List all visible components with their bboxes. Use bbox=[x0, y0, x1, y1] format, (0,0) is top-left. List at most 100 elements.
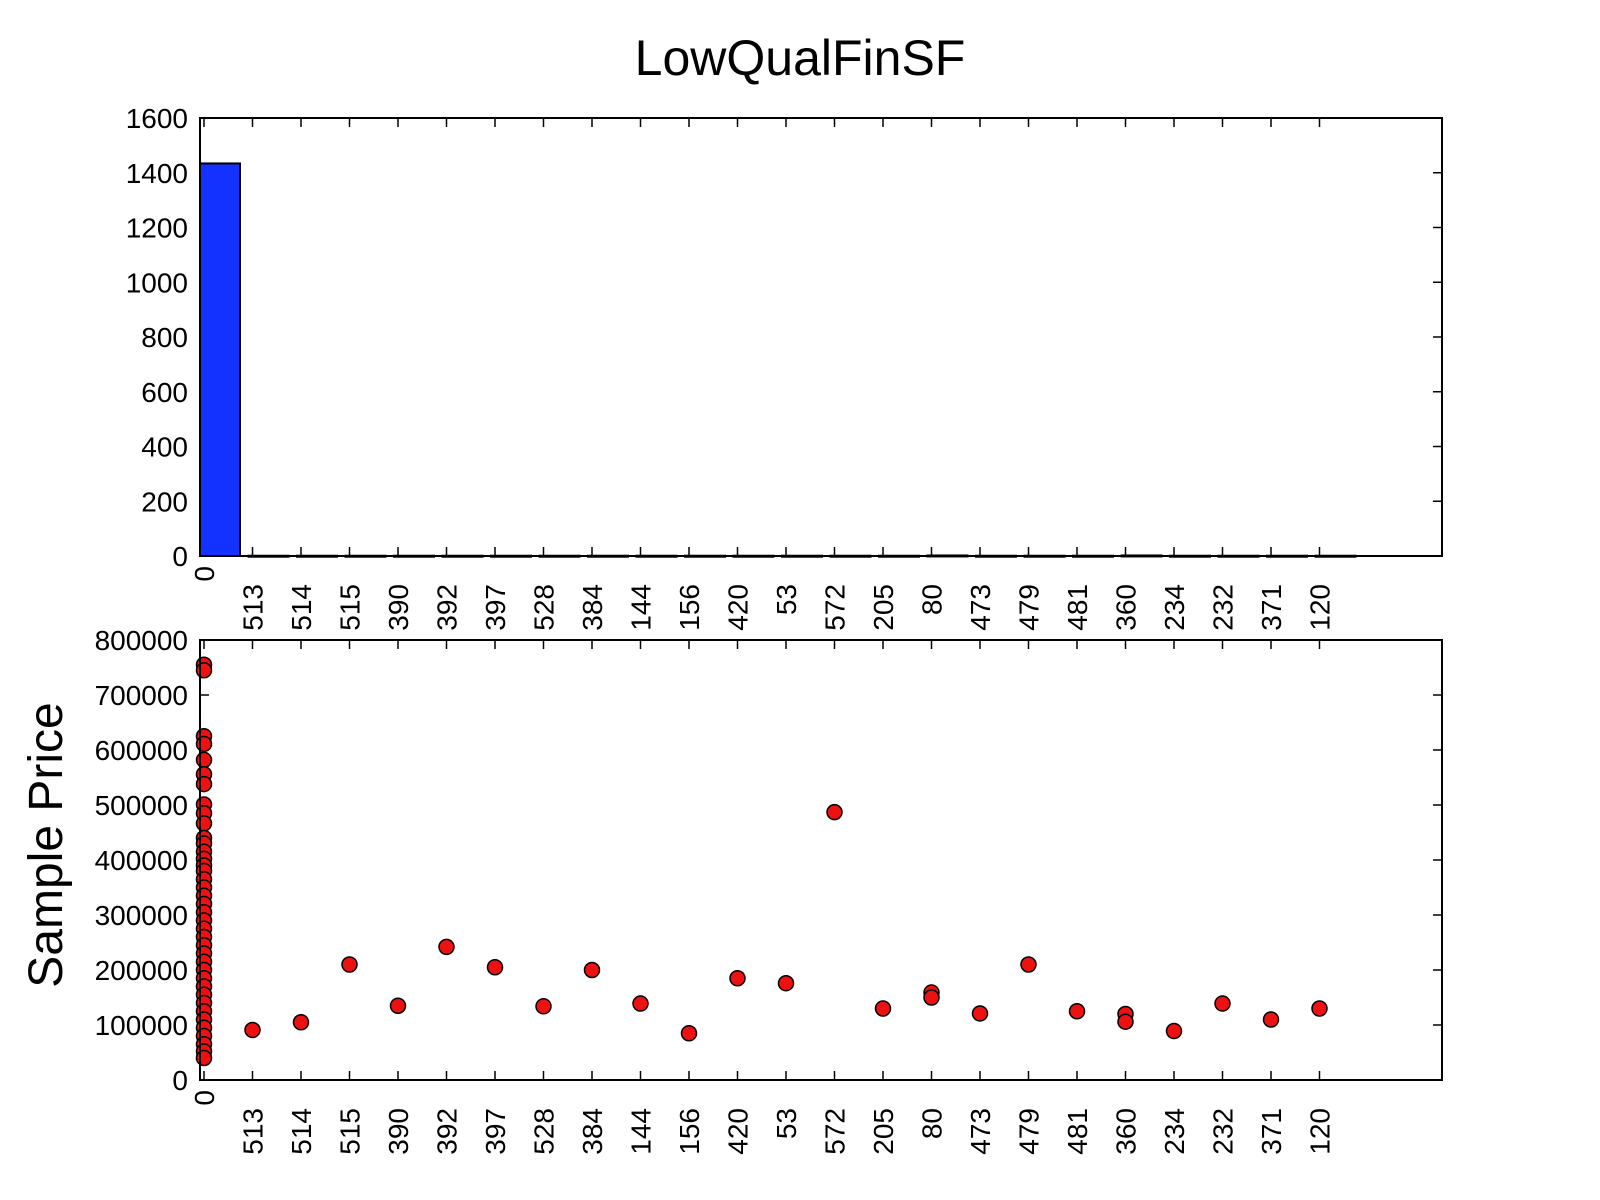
scatter-x-tick-label: 120 bbox=[1305, 1108, 1336, 1155]
scatter-x-tick-label: 80 bbox=[917, 1108, 948, 1139]
histogram-x-tick-label: 205 bbox=[868, 584, 899, 631]
scatter-x-tick-label: 232 bbox=[1208, 1108, 1239, 1155]
scatter-y-tick-label: 500000 bbox=[95, 790, 188, 821]
scatter-y-tick-label: 0 bbox=[172, 1065, 188, 1096]
scatter-point bbox=[486, 959, 504, 976]
histogram-x-tick-label: 479 bbox=[1014, 584, 1045, 631]
scatter-point bbox=[195, 815, 213, 832]
scatter-points bbox=[195, 656, 1328, 1067]
scatter-point bbox=[341, 956, 358, 973]
scatter-y-tick-label: 400000 bbox=[95, 845, 188, 876]
scatter-point bbox=[971, 1005, 989, 1022]
scatter-x-tick-label: 515 bbox=[335, 1108, 366, 1155]
histogram-x-tick-label: 392 bbox=[432, 584, 463, 631]
scatter-x-tick-label: 572 bbox=[820, 1108, 851, 1155]
histogram-y-tick-label: 800 bbox=[141, 322, 188, 353]
scatter-x-tick-label: 53 bbox=[771, 1108, 802, 1139]
histogram-x-tick-label: 514 bbox=[286, 584, 317, 631]
scatter-point bbox=[195, 775, 213, 793]
scatter-point bbox=[729, 970, 746, 987]
scatter-point bbox=[1117, 1013, 1134, 1030]
scatter-y-tick-label: 600000 bbox=[95, 735, 188, 766]
scatter-y-tick-label: 800000 bbox=[95, 625, 188, 656]
histogram-x-tick-label: 473 bbox=[965, 584, 996, 631]
scatter-x-tick-label: 156 bbox=[674, 1108, 705, 1155]
histogram-ticks bbox=[200, 117, 1442, 557]
histogram-panel: 0 200 400 600 800 1000 1200 1400 1600 0 513 514 515… bbox=[126, 103, 1443, 631]
scatter-point bbox=[389, 997, 407, 1014]
chart-title: LowQualFinSF bbox=[635, 30, 966, 86]
histogram-x-tick-label: 144 bbox=[626, 584, 657, 631]
scatter-x-tick-label: 479 bbox=[1014, 1108, 1045, 1155]
histogram-y-tick-label: 1000 bbox=[126, 267, 188, 298]
scatter-x-tick-label: 384 bbox=[577, 1108, 608, 1155]
histogram-x-tick-label: 397 bbox=[480, 584, 511, 631]
scatter-x-tick-label: 392 bbox=[432, 1108, 463, 1155]
histogram-y-tick-label: 1600 bbox=[126, 103, 188, 134]
scatter-point bbox=[1020, 956, 1037, 973]
scatter-x-tick-label: 473 bbox=[965, 1108, 996, 1155]
histogram-x-tick-label: 513 bbox=[238, 584, 269, 631]
scatter-y-tick-label: 100000 bbox=[95, 1010, 188, 1041]
scatter-panel: 0 100000 200000 300000 400000 500000 600000 700… bbox=[20, 625, 1443, 1155]
scatter-point bbox=[195, 662, 213, 679]
histogram-x-tick-label: 234 bbox=[1159, 584, 1190, 631]
histogram-x-tick-label: 572 bbox=[820, 584, 851, 631]
scatter-point bbox=[1214, 995, 1231, 1012]
histogram-x-tick-label: 528 bbox=[529, 584, 560, 631]
scatter-y-tick-label: 200000 bbox=[95, 955, 188, 986]
histogram-y-tick-label: 400 bbox=[141, 432, 188, 463]
scatter-x-tick-label: 144 bbox=[626, 1108, 657, 1155]
histogram-x-tick-label: 156 bbox=[674, 584, 705, 631]
scatter-x-tick-label: 481 bbox=[1062, 1108, 1093, 1155]
scatter-x-tick-label: 371 bbox=[1256, 1108, 1287, 1155]
scatter-point bbox=[195, 1049, 213, 1067]
histogram-x-tick-label: 481 bbox=[1062, 584, 1093, 631]
scatter-x-tick-label: 420 bbox=[723, 1108, 754, 1155]
histogram-x-tick-label: 0 bbox=[189, 566, 220, 582]
scatter-point bbox=[923, 989, 940, 1006]
scatter-point bbox=[535, 998, 552, 1015]
histogram-x-tick-label: 390 bbox=[383, 584, 414, 631]
histogram-bars bbox=[199, 162, 1357, 558]
scatter-point bbox=[195, 751, 213, 769]
scatter-point bbox=[1262, 1011, 1280, 1028]
histogram-y-tick-label: 200 bbox=[141, 486, 188, 517]
histogram-x-tick-label: 515 bbox=[335, 584, 366, 631]
scatter-point bbox=[1311, 1000, 1328, 1017]
histogram-x-tick-label: 80 bbox=[917, 584, 948, 615]
scatter-x-tick-label: 360 bbox=[1111, 1108, 1142, 1155]
scatter-point bbox=[1068, 1003, 1086, 1020]
scatter-x-tick-label: 397 bbox=[480, 1108, 511, 1155]
scatter-x-tick-labels: 0 513 514 515 390 392 397 528 384 144 156 420 53 572 2… bbox=[189, 1090, 1336, 1155]
histogram-x-tick-label: 120 bbox=[1305, 584, 1336, 631]
histogram-x-tick-label: 232 bbox=[1208, 584, 1239, 631]
histogram-y-tick-labels: 0 200 400 600 800 1000 1200 1400 1600 bbox=[126, 103, 188, 572]
scatter-x-tick-label: 205 bbox=[868, 1108, 899, 1155]
scatter-x-tick-label: 513 bbox=[238, 1108, 269, 1155]
histogram-x-tick-label: 420 bbox=[723, 584, 754, 631]
scatter-point bbox=[244, 1021, 261, 1039]
scatter-axes-frame bbox=[199, 639, 1443, 1081]
scatter-point bbox=[1165, 1022, 1183, 1040]
histogram-x-tick-label: 371 bbox=[1256, 584, 1287, 631]
scatter-y-tick-label: 700000 bbox=[95, 680, 188, 711]
scatter-point bbox=[777, 974, 795, 992]
scatter-point bbox=[583, 961, 601, 979]
scatter-point bbox=[632, 995, 649, 1012]
scatter-ticks bbox=[200, 639, 1442, 1081]
histogram-y-tick-label: 1400 bbox=[126, 158, 188, 189]
scatter-x-tick-label: 514 bbox=[286, 1108, 317, 1155]
scatter-point bbox=[292, 1014, 310, 1031]
scatter-point bbox=[826, 803, 843, 821]
scatter-point bbox=[438, 938, 455, 956]
scatter-point bbox=[195, 735, 213, 753]
histogram-y-tick-label: 0 bbox=[172, 541, 188, 572]
scatter-point bbox=[874, 1000, 892, 1017]
histogram-y-tick-label: 1200 bbox=[126, 213, 188, 244]
histogram-x-tick-labels: 0 513 514 515 390 392 397 528 384 144 156 420 53 572 2… bbox=[189, 566, 1336, 631]
scatter-point bbox=[680, 1025, 698, 1042]
scatter-y-tick-label: 300000 bbox=[95, 900, 188, 931]
scatter-y-tick-labels: 0 100000 200000 300000 400000 500000 600000 700… bbox=[95, 625, 188, 1096]
scatter-x-tick-label: 234 bbox=[1159, 1108, 1190, 1155]
